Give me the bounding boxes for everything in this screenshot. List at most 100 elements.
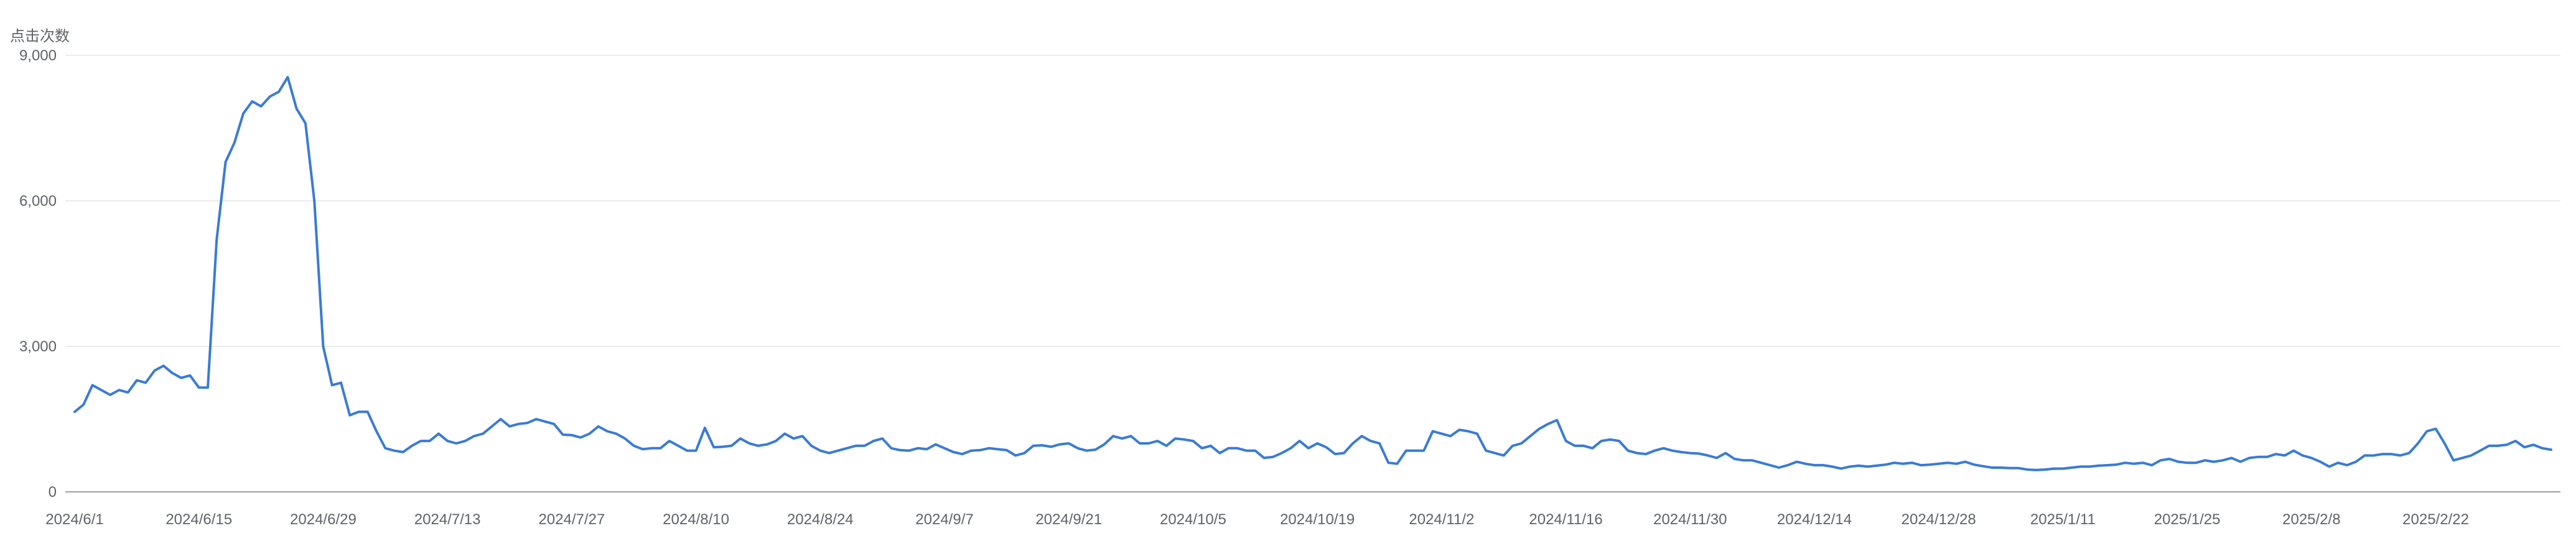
data-point[interactable] bbox=[508, 425, 511, 428]
data-point[interactable] bbox=[437, 432, 441, 435]
data-point[interactable] bbox=[1103, 443, 1106, 446]
data-point[interactable] bbox=[286, 75, 289, 79]
data-point[interactable] bbox=[339, 381, 343, 385]
data-point[interactable] bbox=[1174, 437, 1177, 440]
data-point[interactable] bbox=[1431, 430, 1435, 433]
data-point[interactable] bbox=[2194, 461, 2198, 465]
data-point[interactable] bbox=[1794, 460, 1798, 464]
data-point[interactable] bbox=[2531, 443, 2535, 446]
data-point[interactable] bbox=[2372, 454, 2376, 458]
data-point[interactable] bbox=[2158, 458, 2162, 462]
data-point[interactable] bbox=[2221, 458, 2224, 462]
data-point[interactable] bbox=[2363, 454, 2366, 458]
data-point[interactable] bbox=[2478, 449, 2482, 453]
data-point[interactable] bbox=[2008, 466, 2012, 470]
data-point[interactable] bbox=[1226, 446, 1230, 450]
data-point[interactable] bbox=[152, 369, 156, 372]
data-point[interactable] bbox=[100, 388, 103, 392]
data-point[interactable] bbox=[2407, 451, 2411, 455]
data-point[interactable] bbox=[1733, 457, 1737, 461]
data-point[interactable] bbox=[1165, 444, 1169, 448]
data-point[interactable] bbox=[543, 420, 547, 423]
data-point[interactable] bbox=[694, 449, 698, 453]
data-point[interactable] bbox=[1032, 444, 1035, 448]
data-point[interactable] bbox=[659, 446, 663, 450]
data-point[interactable] bbox=[2416, 442, 2420, 445]
data-point[interactable] bbox=[312, 199, 316, 203]
data-point[interactable] bbox=[526, 421, 530, 425]
data-point[interactable] bbox=[668, 439, 671, 443]
data-point[interactable] bbox=[587, 432, 591, 435]
data-point[interactable] bbox=[1919, 463, 1923, 467]
data-point[interactable] bbox=[1449, 434, 1452, 438]
data-point[interactable] bbox=[685, 449, 689, 453]
data-point[interactable] bbox=[1493, 451, 1496, 455]
data-point[interactable] bbox=[1697, 451, 1701, 455]
data-point[interactable] bbox=[1298, 439, 1302, 443]
data-point[interactable] bbox=[1644, 452, 1648, 456]
data-point[interactable] bbox=[703, 426, 707, 430]
data-point[interactable] bbox=[721, 445, 724, 448]
data-point[interactable] bbox=[2177, 460, 2180, 464]
data-point[interactable] bbox=[2168, 457, 2172, 461]
data-point[interactable] bbox=[1875, 464, 1878, 468]
data-point[interactable] bbox=[765, 443, 769, 446]
data-point[interactable] bbox=[1555, 418, 1559, 422]
data-point[interactable] bbox=[1573, 444, 1577, 448]
data-point[interactable] bbox=[570, 433, 574, 437]
data-point[interactable] bbox=[1040, 443, 1044, 447]
data-point[interactable] bbox=[1413, 449, 1417, 453]
data-point[interactable] bbox=[1804, 462, 1808, 466]
data-point[interactable] bbox=[1937, 462, 1941, 466]
data-point[interactable] bbox=[1120, 437, 1124, 440]
data-point[interactable] bbox=[1688, 451, 1692, 455]
data-point[interactable] bbox=[2292, 449, 2295, 453]
data-point[interactable] bbox=[987, 446, 991, 450]
data-point[interactable] bbox=[1236, 446, 1239, 450]
data-point[interactable] bbox=[2123, 461, 2127, 465]
data-point[interactable] bbox=[383, 446, 387, 450]
data-point[interactable] bbox=[2239, 460, 2242, 464]
data-point[interactable] bbox=[2425, 430, 2429, 433]
data-point[interactable] bbox=[1262, 456, 1266, 460]
data-point[interactable] bbox=[330, 383, 334, 387]
data-point[interactable] bbox=[117, 388, 121, 392]
data-point[interactable] bbox=[969, 449, 973, 453]
data-point[interactable] bbox=[2052, 467, 2056, 471]
data-point[interactable] bbox=[730, 444, 734, 448]
data-point[interactable] bbox=[1990, 466, 1994, 469]
data-point[interactable] bbox=[277, 90, 281, 94]
data-point[interactable] bbox=[641, 447, 645, 451]
data-point[interactable] bbox=[854, 444, 857, 448]
data-point[interactable] bbox=[898, 448, 902, 452]
data-point[interactable] bbox=[1014, 454, 1017, 458]
data-point[interactable] bbox=[108, 393, 112, 397]
data-point[interactable] bbox=[1653, 449, 1656, 453]
data-point[interactable] bbox=[1883, 463, 1887, 466]
data-point[interactable] bbox=[490, 425, 493, 428]
data-point[interactable] bbox=[1546, 422, 1550, 426]
data-point[interactable] bbox=[1422, 449, 1426, 453]
data-point[interactable] bbox=[1786, 463, 1790, 467]
data-point[interactable] bbox=[1022, 451, 1026, 455]
data-point[interactable] bbox=[2096, 464, 2100, 468]
data-point[interactable] bbox=[2185, 461, 2189, 465]
data-point[interactable] bbox=[2132, 462, 2136, 466]
data-point[interactable] bbox=[499, 417, 503, 421]
data-point[interactable] bbox=[464, 439, 467, 443]
data-point[interactable] bbox=[2025, 468, 2029, 471]
data-point[interactable] bbox=[393, 449, 396, 453]
data-point[interactable] bbox=[170, 371, 174, 375]
data-point[interactable] bbox=[1404, 449, 1408, 453]
data-point[interactable] bbox=[188, 374, 192, 377]
data-point[interactable] bbox=[951, 450, 955, 454]
data-point[interactable] bbox=[872, 439, 875, 443]
data-point[interactable] bbox=[534, 417, 538, 421]
data-point[interactable] bbox=[880, 437, 884, 440]
data-point[interactable] bbox=[889, 446, 893, 450]
data-point[interactable] bbox=[348, 414, 352, 417]
data-point[interactable] bbox=[756, 444, 760, 448]
data-point[interactable] bbox=[1271, 455, 1275, 459]
data-point[interactable] bbox=[1972, 463, 1976, 466]
data-point[interactable] bbox=[996, 447, 1000, 451]
